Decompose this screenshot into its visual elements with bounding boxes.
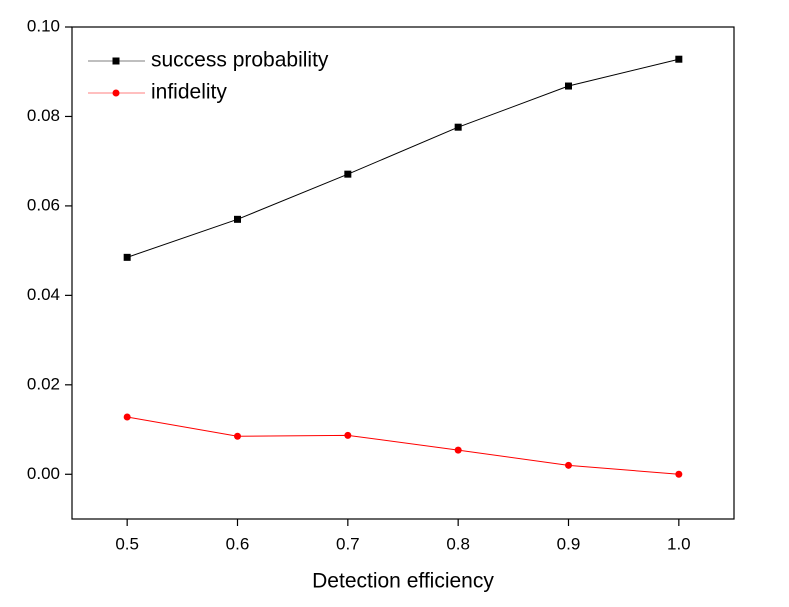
data-point [675,55,683,63]
x-tick-label: 1.0 [667,534,691,553]
series-line [127,416,679,475]
x-tick-label: 0.7 [336,534,360,553]
x-axis-title: Detection efficiency [312,570,494,593]
data-point [234,215,241,223]
y-tick-label: 0.04 [27,285,60,304]
legend-text: success probability [151,49,329,72]
y-tick-label: 0.06 [27,195,60,214]
y-tick-label: 0.10 [27,16,60,35]
y-tick-label: 0.00 [27,464,60,483]
x-tick-label: 0.6 [226,534,250,553]
y-tick-label: 0.08 [27,106,60,125]
series-line [127,58,679,258]
data-point [454,123,462,131]
data-point [344,170,352,178]
data-point [675,470,683,478]
x-tick-label: 0.8 [446,534,470,553]
data-point [565,461,572,469]
x-tick-label: 0.5 [115,534,139,553]
data-point [344,431,352,439]
plot-frame [71,26,735,520]
y-tick-label: 0.02 [27,374,60,393]
data-point [454,446,462,454]
legend-marker [112,57,120,65]
data-point [565,82,572,90]
legend-marker [112,89,120,97]
legend-text: infidelity [151,81,227,104]
data-point [123,253,131,261]
data-point [234,432,241,440]
x-tick-label: 0.9 [557,534,581,553]
data-point [123,413,131,421]
